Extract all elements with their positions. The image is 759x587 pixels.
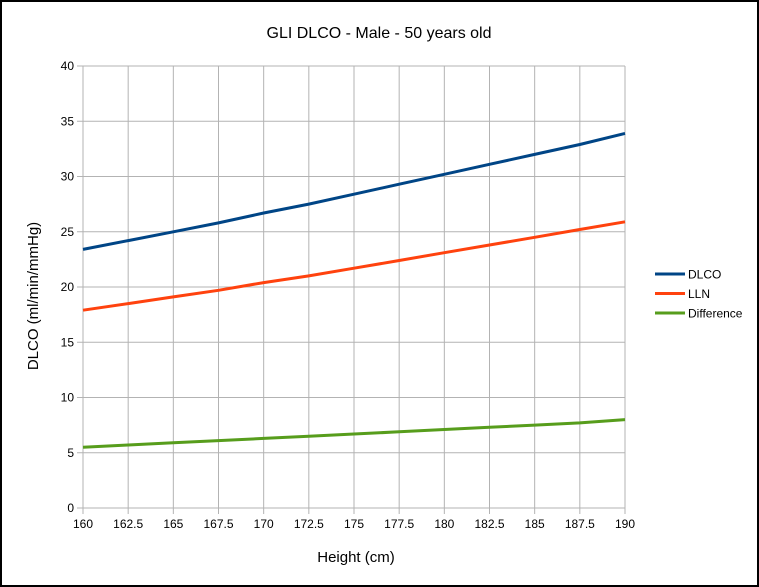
grid bbox=[82, 65, 626, 509]
y-tick-label: 15 bbox=[61, 335, 75, 349]
legend-label: Difference bbox=[688, 307, 743, 321]
x-tick-label: 177.5 bbox=[384, 517, 414, 531]
x-axis-label: Height (cm) bbox=[317, 549, 395, 566]
x-tick-label: 165 bbox=[163, 517, 183, 531]
legend-label: DLCO bbox=[688, 268, 721, 282]
y-axis-label: DLCO (ml/min/mmHg) bbox=[25, 222, 42, 370]
x-tick-label: 190 bbox=[615, 517, 635, 531]
y-tick-label: 5 bbox=[67, 446, 74, 460]
x-tick-label: 162.5 bbox=[113, 517, 143, 531]
x-tick-label: 172.5 bbox=[294, 517, 324, 531]
x-tick-label: 182.5 bbox=[474, 517, 504, 531]
x-tick-labels: 160 162.5 165 167.5 170 172.5 175 177.5 180 182.5… bbox=[73, 517, 635, 531]
series-lines bbox=[82, 131, 626, 449]
series-line-lln bbox=[82, 220, 626, 312]
x-tick-label: 180 bbox=[434, 517, 454, 531]
y-tick-label: 0 bbox=[67, 501, 74, 515]
y-tick-label: 35 bbox=[61, 114, 75, 128]
axes bbox=[77, 65, 626, 514]
y-tick-label: 20 bbox=[61, 280, 75, 294]
legend: DLCO LLN Difference bbox=[655, 268, 743, 321]
x-tick-label: 170 bbox=[254, 517, 274, 531]
x-tick-label: 175 bbox=[344, 517, 364, 531]
y-tick-label: 30 bbox=[61, 170, 75, 184]
series-line-difference bbox=[82, 418, 626, 449]
x-tick-label: 187.5 bbox=[565, 517, 595, 531]
x-tick-label: 167.5 bbox=[203, 517, 233, 531]
y-tick-labels: 0 5 10 15 20 25 30 35 40 bbox=[61, 59, 75, 515]
y-tick-label: 10 bbox=[61, 391, 75, 405]
legend-label: LLN bbox=[688, 287, 710, 301]
y-tick-label: 25 bbox=[61, 225, 75, 239]
y-tick-label: 40 bbox=[61, 59, 75, 73]
series-line-dlco bbox=[82, 131, 626, 251]
x-tick-label: 160 bbox=[73, 517, 93, 531]
x-tick-label: 185 bbox=[525, 517, 545, 531]
chart-title: GLI DLCO - Male - 50 years old bbox=[267, 25, 492, 42]
